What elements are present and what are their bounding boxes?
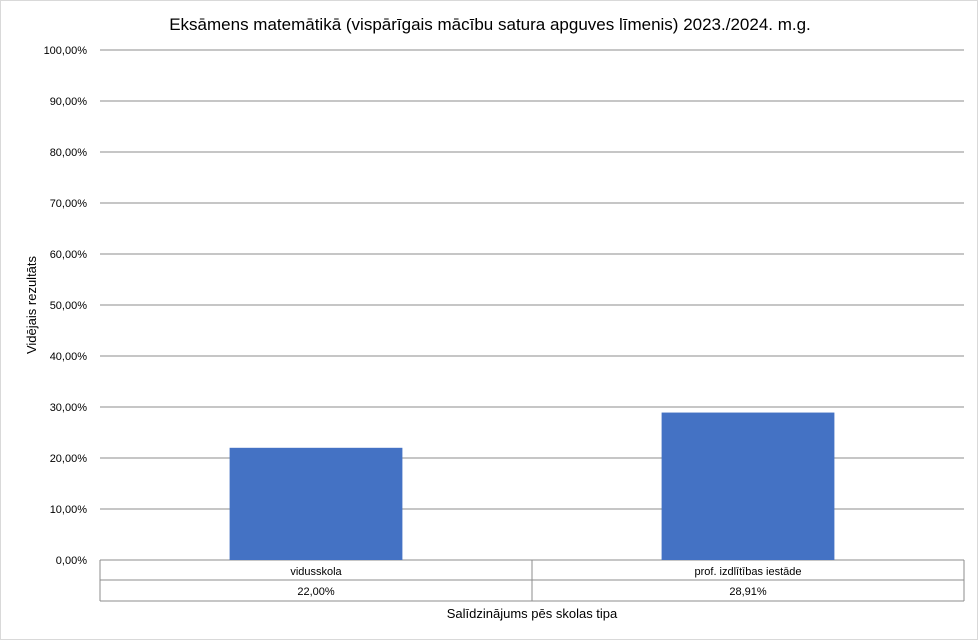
data-label: 28,91% (729, 586, 767, 598)
y-tick-label: 90,00% (50, 96, 88, 108)
y-tick-layer: 0,00% 10,00% 20,00% 30,00% 40,00% 50,00% 60,00… (44, 45, 88, 567)
category-label: prof. izdlītības iestāde (694, 566, 801, 578)
bar (661, 412, 835, 560)
y-tick-label: 20,00% (50, 453, 88, 465)
data-table: vidusskola 22,00% prof. izdlītības iestāde… (99, 560, 965, 602)
bar-layer (229, 412, 835, 560)
x-axis-label: Salīdzinājums pēs skolas tipa (447, 606, 618, 621)
category-label: vidusskola (290, 566, 342, 578)
y-tick-label: 100,00% (44, 45, 88, 57)
y-tick-label: 60,00% (50, 249, 88, 261)
y-tick-label: 80,00% (50, 147, 88, 159)
y-tick-label: 0,00% (56, 555, 87, 567)
y-axis-label: Vidējais rezultāts (24, 255, 39, 354)
y-tick-label: 10,00% (50, 504, 88, 516)
y-tick-label: 70,00% (50, 198, 88, 210)
data-label: 22,00% (297, 586, 335, 598)
y-tick-label: 40,00% (50, 351, 88, 363)
bar (229, 447, 403, 560)
chart-title: Eksāmens matemātikā (vispārīgais mācību … (169, 15, 811, 34)
y-tick-label: 50,00% (50, 300, 88, 312)
y-tick-label: 30,00% (50, 402, 88, 414)
